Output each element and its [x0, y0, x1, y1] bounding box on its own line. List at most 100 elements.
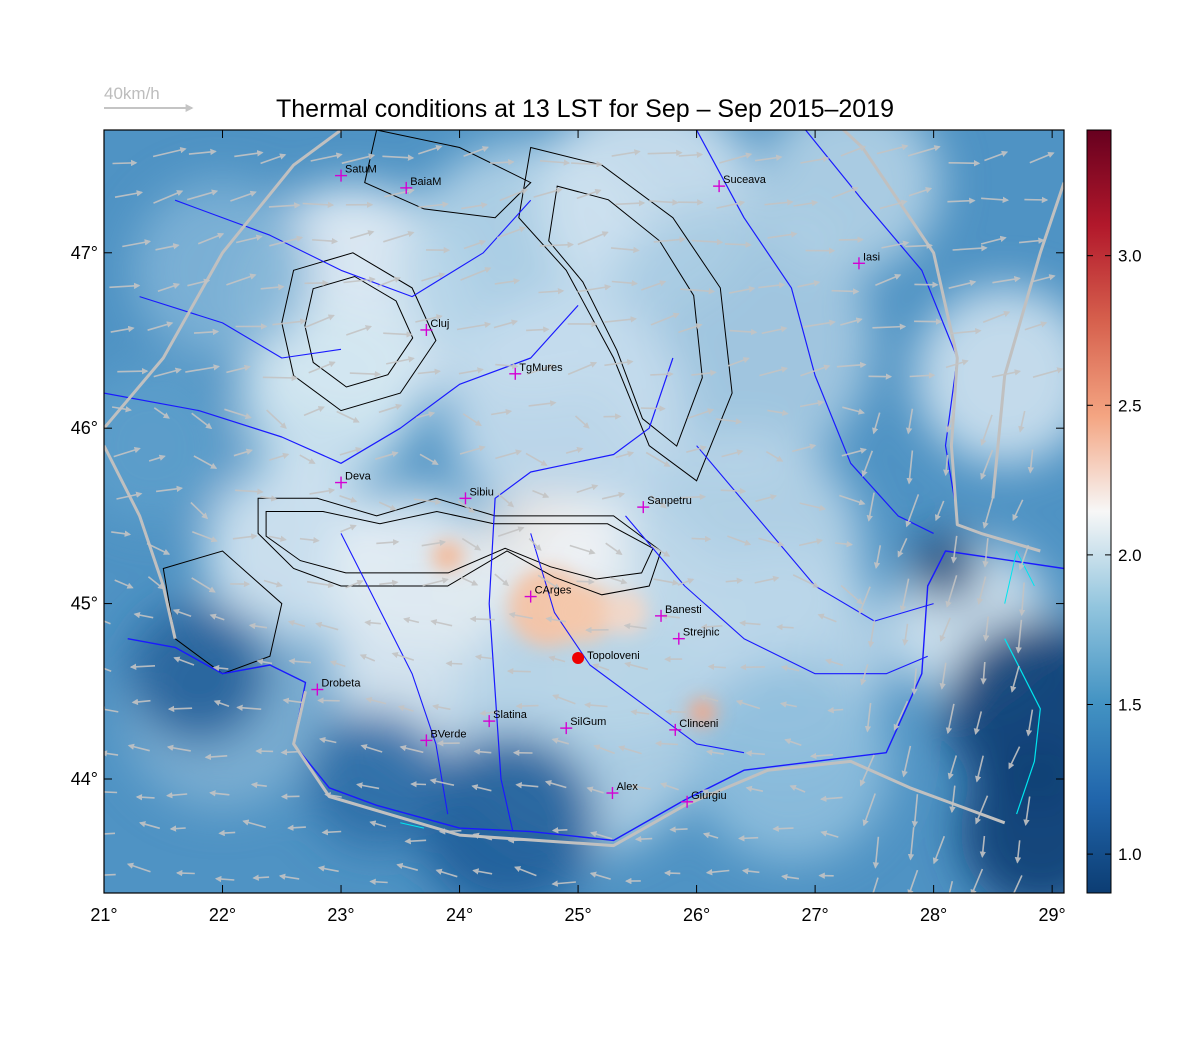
wind-arrow [250, 781, 267, 789]
wind-arrow [754, 154, 783, 162]
wind-arrow [515, 781, 539, 789]
wind-arrow [691, 535, 712, 543]
wind-arrow [879, 199, 908, 210]
wind-arrow [840, 317, 863, 326]
wind-arrow [157, 282, 181, 292]
wind-arrow [445, 660, 463, 667]
wind-arrow [494, 278, 521, 285]
wind-arrow [343, 276, 376, 284]
lon-tick-label: 22° [209, 905, 236, 925]
wind-arrow [979, 835, 987, 858]
wind-arrow [647, 149, 683, 157]
wind-arrow [232, 533, 258, 540]
wind-arrow [601, 491, 626, 500]
wind-arrow [514, 866, 537, 877]
wind-arrow [306, 580, 335, 589]
wind-arrow [678, 323, 703, 334]
wind-arrow [494, 573, 510, 587]
wind-arrow [104, 791, 118, 794]
wind-arrow [571, 160, 603, 168]
wind-arrow [499, 188, 529, 202]
wind-arrow [952, 244, 988, 252]
river-cris [139, 296, 342, 359]
wind-arrow [153, 367, 182, 378]
wind-arrow [669, 826, 688, 833]
wind-arrow [1031, 274, 1056, 283]
wind-arrow [269, 235, 304, 247]
wind-arrow [126, 862, 151, 873]
wind-arrow [650, 495, 668, 509]
wind-arrow [495, 362, 519, 370]
city-marker: Deva [335, 471, 372, 489]
wind-arrow [761, 326, 788, 335]
wind-arrow [525, 452, 548, 466]
wind-arrow [873, 545, 882, 569]
city-marker: Strejnic [672, 627, 720, 645]
wind-arrow [754, 575, 780, 584]
border-west [104, 130, 344, 430]
wind-arrow [648, 199, 679, 206]
wind-arrow [858, 586, 871, 615]
contour-line [265, 510, 654, 580]
city-label: BaiaM [410, 176, 441, 188]
border-ukraine [991, 182, 1064, 499]
wind-arrow [934, 500, 945, 522]
wind-arrow [548, 655, 566, 663]
wind-arrow [1025, 709, 1034, 737]
wind-arrow [907, 145, 941, 157]
wind-arrow [104, 871, 116, 879]
wind-arrow [781, 873, 800, 881]
city-label: Giurgiu [691, 790, 726, 802]
wind-arrow [809, 752, 833, 760]
wind-arrow [605, 542, 623, 556]
city-marker: Suceava [713, 174, 767, 193]
wind-arrow [493, 319, 519, 329]
wind-arrow [975, 755, 984, 783]
colorbar-tick-label: 3.0 [1118, 247, 1142, 266]
wind-arrow [506, 668, 531, 675]
wind-arrow [382, 154, 415, 161]
wind-arrow [982, 497, 994, 529]
wind-arrow [623, 623, 647, 630]
wind-arrow [1015, 619, 1023, 654]
wind-arrow [872, 836, 880, 869]
lon-tick-label: 28° [920, 905, 947, 925]
thermal-field: SatuM BaiaM Suceava Iasi Cluj TgMures Deva Sibi… [104, 130, 1064, 893]
chart-title: Thermal conditions at 13 LST for Sep – S… [276, 95, 894, 123]
wind-arrow [321, 829, 342, 836]
city-marker: TgMures [509, 362, 563, 380]
wind-arrow [551, 827, 568, 834]
wind-arrow [104, 667, 112, 673]
wind-arrow [383, 230, 415, 243]
wind-arrow [156, 485, 184, 493]
wind-arrow [866, 492, 875, 522]
wind-arrow [315, 621, 339, 631]
wind-arrow [859, 754, 875, 787]
wind-arrow [495, 449, 523, 460]
wind-arrow [266, 409, 287, 429]
wind-arrow [702, 832, 719, 839]
wind-arrow [586, 786, 604, 794]
wind-arrow [641, 280, 667, 291]
wind-arrow [798, 538, 824, 547]
wind-arrow [739, 620, 761, 627]
city-label: Deva [345, 471, 372, 483]
city-label: Sibiu [469, 486, 493, 498]
contour-line [548, 185, 703, 447]
wind-arrow [803, 319, 836, 328]
wind-arrow [727, 357, 750, 367]
wind-arrow [911, 668, 918, 696]
wind-arrow [282, 697, 303, 704]
river-somes [174, 199, 532, 298]
wind-arrow [489, 158, 515, 166]
wind-arrow [831, 186, 859, 199]
wind-arrow [507, 837, 533, 844]
wind-arrow [567, 361, 598, 376]
city-marker: SatuM [335, 164, 377, 182]
wind-arrow [303, 406, 325, 417]
wind-arrow [155, 243, 180, 251]
wind-arrow [772, 825, 794, 832]
wind-arrow [209, 613, 225, 621]
wind-arrow [950, 535, 958, 564]
map-frame [103, 129, 1065, 894]
